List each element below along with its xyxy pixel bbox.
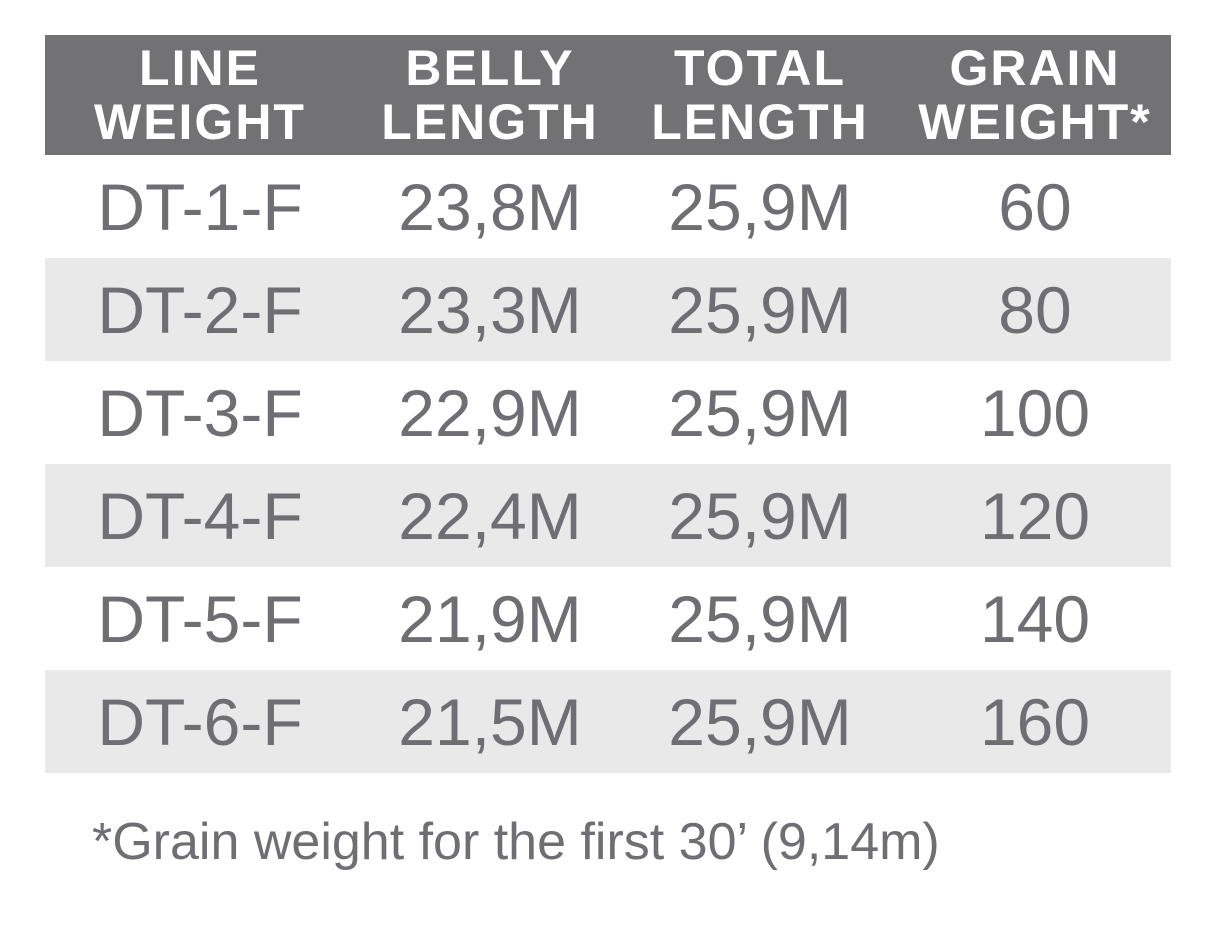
header-text: GRAIN <box>949 40 1121 96</box>
table-cell: DT-6-F <box>97 684 303 759</box>
table-row: DT-1-F 23,8M 25,9M 60 <box>45 155 1171 258</box>
header-text: LINE <box>139 40 261 96</box>
table-cell: 25,9M <box>668 169 852 244</box>
table-row: DT-5-F 21,9M 25,9M 140 <box>45 567 1171 670</box>
table-cell: 22,9M <box>398 375 582 450</box>
table-row: DT-2-F 23,3M 25,9M 80 <box>45 258 1171 361</box>
table-cell: 120 <box>979 478 1091 553</box>
header-cell: TOTAL LENGTH <box>620 35 900 155</box>
table-cell: 25,9M <box>668 684 852 759</box>
header-text: LENGTH <box>381 94 599 150</box>
header-text: BELLY <box>405 40 575 96</box>
table-row: DT-3-F 22,9M 25,9M 100 <box>45 361 1171 464</box>
table-cell: 140 <box>979 581 1091 656</box>
table-cell: 100 <box>979 375 1091 450</box>
table-cell: DT-4-F <box>97 478 303 553</box>
header-text: LENGTH <box>651 94 869 150</box>
table-cell: 80 <box>998 272 1072 347</box>
table-cell: 25,9M <box>668 272 852 347</box>
table-row: DT-4-F 22,4M 25,9M 120 <box>45 464 1171 567</box>
table-row: DT-6-F 21,5M 25,9M 160 <box>45 670 1171 773</box>
table-cell: 25,9M <box>668 581 852 656</box>
table-cell: DT-5-F <box>97 581 303 656</box>
header-cell: GRAIN WEIGHT* <box>895 35 1175 155</box>
table-cell: 22,4M <box>398 478 582 553</box>
table-cell: 25,9M <box>668 375 852 450</box>
table-cell: DT-3-F <box>97 375 303 450</box>
table-header: LINE WEIGHT BELLY LENGTH TOTAL LENGTH GRAIN WEI… <box>45 35 1171 155</box>
header-text: TOTAL <box>673 40 846 96</box>
header-cell: BELLY LENGTH <box>350 35 630 155</box>
header-cell: LINE WEIGHT <box>60 35 340 155</box>
table-cell: 23,8M <box>398 169 582 244</box>
table-cell: 23,3M <box>398 272 582 347</box>
header-text: WEIGHT <box>94 94 306 150</box>
table-cell: 25,9M <box>668 478 852 553</box>
header-text: WEIGHT* <box>918 94 1152 150</box>
table-cell: DT-2-F <box>97 272 303 347</box>
table-cell: 60 <box>998 169 1072 244</box>
table-cell: 21,5M <box>398 684 582 759</box>
footnote: *Grain weight for the first 30’ (9,14m) <box>92 813 940 871</box>
table-cell: DT-1-F <box>97 169 303 244</box>
table-cell: 160 <box>979 684 1091 759</box>
table-cell: 21,9M <box>398 581 582 656</box>
